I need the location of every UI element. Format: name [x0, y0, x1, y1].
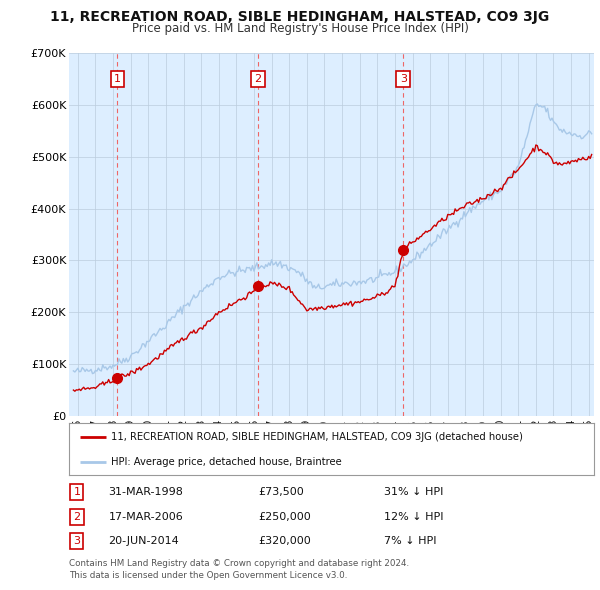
Text: 3: 3	[73, 536, 80, 546]
Text: 17-MAR-2006: 17-MAR-2006	[109, 512, 183, 522]
Text: 20-JUN-2014: 20-JUN-2014	[109, 536, 179, 546]
Text: Contains HM Land Registry data © Crown copyright and database right 2024.
This d: Contains HM Land Registry data © Crown c…	[69, 559, 409, 580]
Text: HPI: Average price, detached house, Braintree: HPI: Average price, detached house, Brai…	[111, 457, 342, 467]
Text: 31-MAR-1998: 31-MAR-1998	[109, 487, 183, 497]
Text: 31% ↓ HPI: 31% ↓ HPI	[384, 487, 443, 497]
Text: 1: 1	[73, 487, 80, 497]
Text: 12% ↓ HPI: 12% ↓ HPI	[384, 512, 443, 522]
Text: 3: 3	[400, 74, 407, 84]
Text: 2: 2	[254, 74, 261, 84]
Text: 2: 2	[73, 512, 80, 522]
Text: 11, RECREATION ROAD, SIBLE HEDINGHAM, HALSTEAD, CO9 3JG (detached house): 11, RECREATION ROAD, SIBLE HEDINGHAM, HA…	[111, 432, 523, 442]
Text: £73,500: £73,500	[258, 487, 304, 497]
Text: 1: 1	[114, 74, 121, 84]
Text: £250,000: £250,000	[258, 512, 311, 522]
Text: 11, RECREATION ROAD, SIBLE HEDINGHAM, HALSTEAD, CO9 3JG: 11, RECREATION ROAD, SIBLE HEDINGHAM, HA…	[50, 10, 550, 24]
Text: £320,000: £320,000	[258, 536, 311, 546]
Text: Price paid vs. HM Land Registry's House Price Index (HPI): Price paid vs. HM Land Registry's House …	[131, 22, 469, 35]
Text: 7% ↓ HPI: 7% ↓ HPI	[384, 536, 437, 546]
